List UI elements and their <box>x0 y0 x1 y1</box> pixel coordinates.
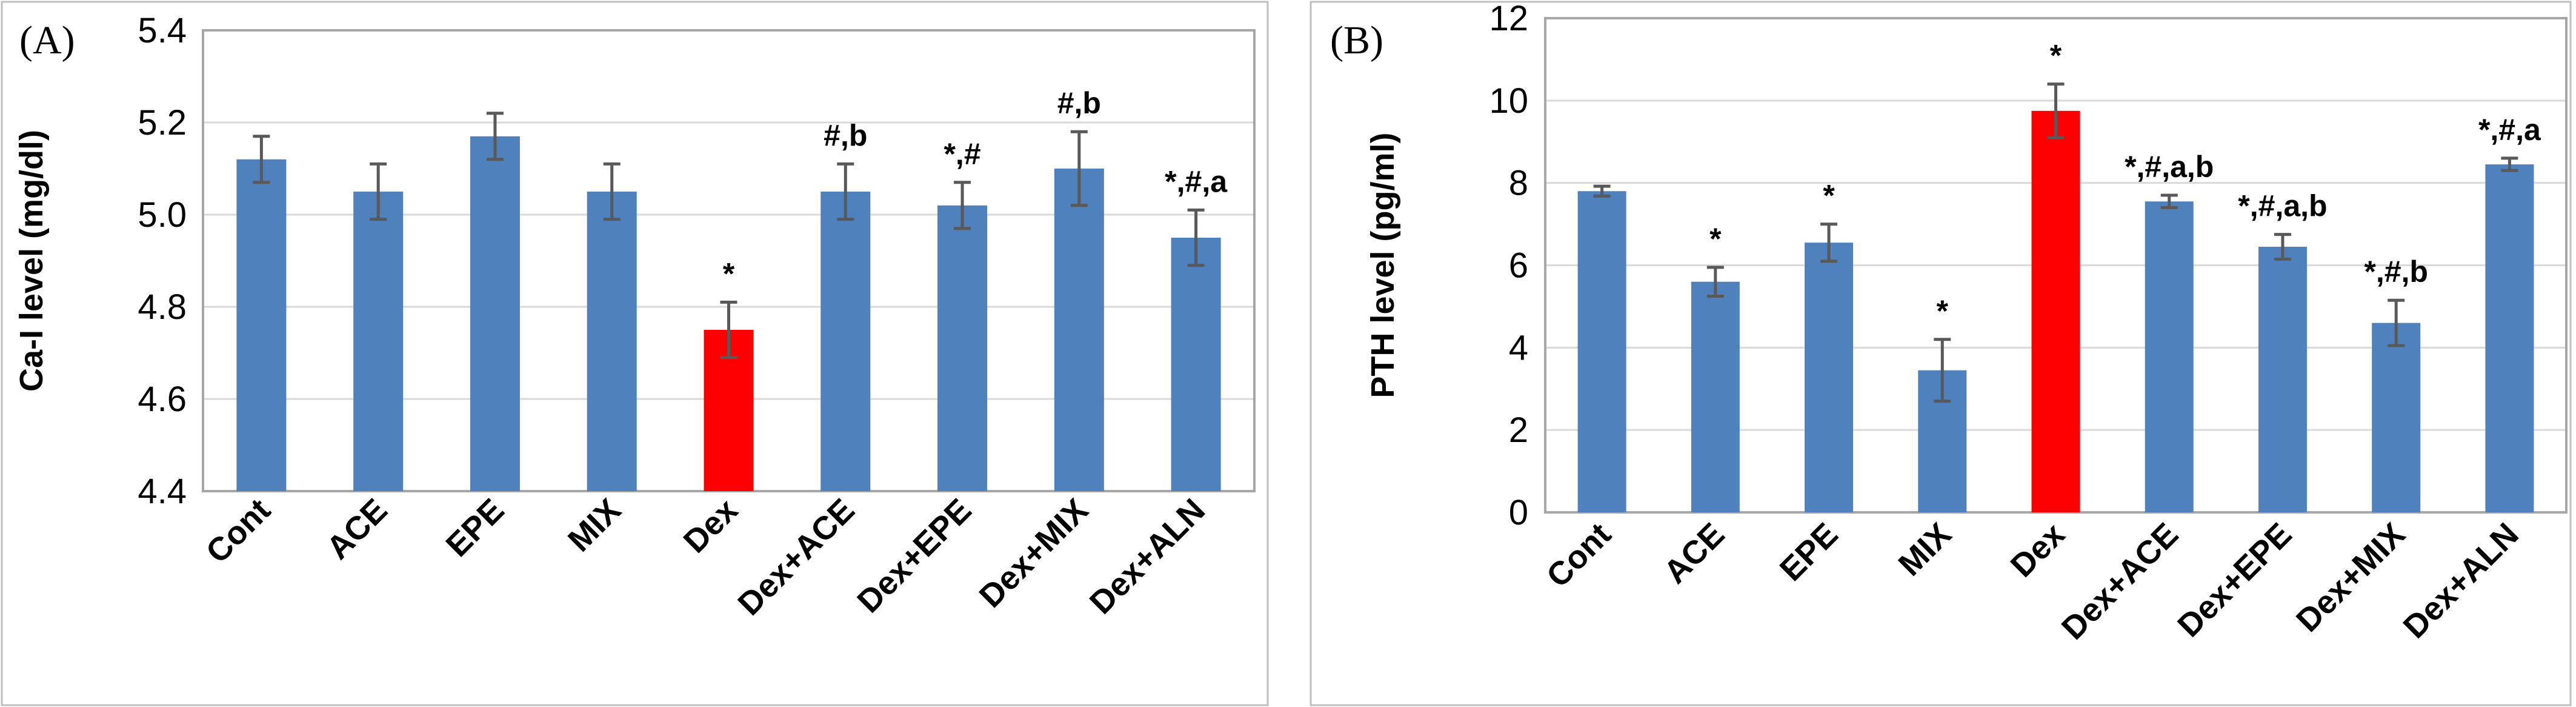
panel-a-y-tick-label: 5.0 <box>138 195 187 235</box>
panel-b-significance-label: *,#,a,b <box>2125 150 2214 184</box>
panel-b-significance-label: * <box>2050 39 2062 73</box>
panel-b-bar-dex-mix <box>2372 323 2421 512</box>
panel-a-x-tick-label: Dex+EPE <box>850 492 978 620</box>
panel-b-y-tick-label: 2 <box>1509 410 1528 450</box>
panel-b-y-tick-label: 4 <box>1509 328 1528 367</box>
panel-b-y-tick-label: 0 <box>1509 493 1528 532</box>
panel-a-bar-epe <box>470 136 520 492</box>
panel-b-x-tick-label: Dex <box>2004 516 2072 584</box>
panel-b-x-tick-label: Dex+EPE <box>2171 516 2298 644</box>
panel-a-y-tick-label: 4.8 <box>138 287 187 327</box>
panel-a-significance-label: *,#,a <box>1165 164 1228 198</box>
panel-a-chart: (A) 4.4 4.6 4.8 5.0 5.2 5.4 Ca-I level (mg/dl) C… <box>1 1 1269 706</box>
panel-b-x-tick-label: Cont <box>1540 516 1618 594</box>
panel-b-significance-label: *,#,a,b <box>2238 189 2327 223</box>
panel-a-significance-label: #,b <box>1057 86 1101 120</box>
panel-a-x-tick-label: Cont <box>199 492 278 570</box>
panel-a-x-tick-label: Dex <box>677 492 745 560</box>
panel-b-x-tick-label: EPE <box>1773 516 1845 588</box>
panel-a-bar-cont <box>236 159 287 491</box>
panel-a-y-tick-label: 4.4 <box>138 472 187 511</box>
panel-a-y-axis-label: Ca-I level (mg/dl) <box>13 130 50 392</box>
panel-b-y-axis-label: PTH level (pg/ml) <box>1365 132 1401 398</box>
panel-a-x-tick-label: Dex+MIX <box>973 492 1096 615</box>
panel-b-x-tick-label: Dex+MIX <box>2289 516 2412 639</box>
panel-a-bar-dex-ace <box>820 192 871 491</box>
panel-b-y-tick-label: 8 <box>1509 164 1528 203</box>
panel-b-bar-cont <box>1577 191 1626 512</box>
panel-a-y-tick-label: 5.4 <box>138 11 187 50</box>
panel-b-chart: (B) 0 2 4 6 8 10 12 PTH level (pg/ml) Cont * ACE * EP… <box>1310 0 2572 706</box>
panel-b-y-tick-label: 12 <box>1489 0 1528 38</box>
panel-b-bar-dex <box>2031 110 2080 512</box>
panel-a-bar-dex-mix <box>1054 169 1104 491</box>
panel-a-y-tick-label: 5.2 <box>138 103 187 142</box>
panel-a-bar-ace <box>353 192 404 491</box>
panel-a-label: (A) <box>19 18 75 62</box>
panel-a-y-tick-label: 4.6 <box>138 380 187 419</box>
panel-a-bar-mix <box>587 192 637 491</box>
panel-a-significance-label: *,# <box>944 137 980 171</box>
panel-a-significance-label: * <box>723 256 735 290</box>
panel-b-y-tick-label: 10 <box>1489 81 1528 121</box>
panel-b-x-tick-label: MIX <box>1891 516 1958 583</box>
panel-a-bar-dex-aln <box>1171 238 1221 491</box>
panel-a-significance-label: #,b <box>824 118 867 152</box>
panel-b-bar-epe <box>1805 243 1854 512</box>
panel-b-bar-dex-ace <box>2145 201 2194 513</box>
panel-b-x-tick-label: Dex+ACE <box>2055 516 2185 646</box>
panel-b-significance-label: * <box>1823 179 1835 213</box>
panel-a-x-tick-label: Dex+ALN <box>1083 492 1212 621</box>
panel-b-bar-ace <box>1691 281 1740 512</box>
panel-b-bar-dex-aln <box>2485 164 2534 513</box>
panel-a-border <box>1 1 1269 706</box>
panel-b-y-tick-label: 6 <box>1509 246 1528 286</box>
panel-b-significance-label: *,#,b <box>2364 255 2428 289</box>
panel-b-significance-label: *,#,a <box>2478 113 2541 147</box>
panel-b-bar-dex-epe <box>2258 246 2307 512</box>
panel-b-significance-label: * <box>1937 294 1949 328</box>
panel-b-x-tick-label: Dex+ALN <box>2397 516 2526 645</box>
panel-b-border <box>1310 1 2572 706</box>
panel-b-significance-label: * <box>1709 222 1722 256</box>
panel-a-x-tick-label: EPE <box>439 492 511 564</box>
panel-a-bar-dex-epe <box>937 205 988 491</box>
panel-b-x-tick-label: ACE <box>1657 516 1731 591</box>
panel-a-x-tick-label: Dex+ACE <box>731 492 861 622</box>
panel-b-label: (B) <box>1330 18 1383 62</box>
panel-a-x-tick-label: MIX <box>561 492 628 558</box>
panel-a-x-tick-label: ACE <box>320 492 394 566</box>
